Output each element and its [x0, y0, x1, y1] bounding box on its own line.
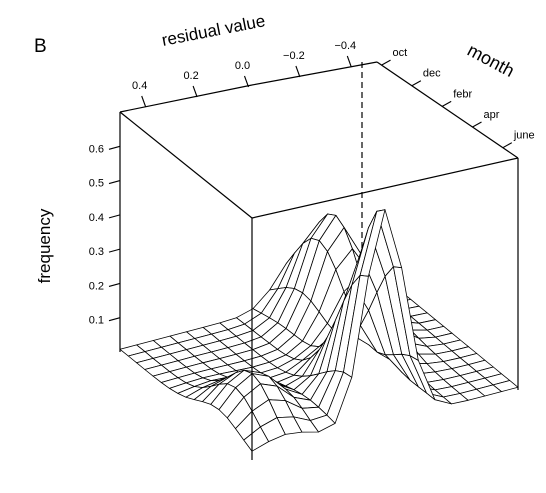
surface-mesh: [119, 209, 519, 452]
month-tick-mark: [502, 142, 513, 149]
box-back-edges: [119, 61, 519, 390]
month-tick-label: dec: [423, 68, 441, 80]
x-tick-mark: [295, 65, 301, 78]
z-axis-ticks: 0.1 0.2 0.3 0.4 0.5 0.6: [89, 143, 121, 327]
z-tick-label: 0.5: [89, 178, 104, 190]
z-tick-label: 0.3: [89, 246, 104, 258]
x-tick-label: 0.0: [235, 60, 250, 72]
z-tick-label: 0.4: [89, 212, 104, 224]
month-tick-mark: [411, 80, 422, 87]
z-tick-mark: [108, 248, 121, 253]
x-tick-label: 0.4: [132, 80, 147, 92]
month-tick-mark: [441, 100, 452, 107]
month-tick-label: apr: [484, 109, 500, 121]
z-tick-mark: [108, 145, 121, 150]
z-tick-mark: [108, 214, 121, 219]
x-axis-ticks: 0.4 0.2 0.0 −0.2 −0.4: [132, 40, 356, 108]
surface-facet: [243, 426, 270, 452]
month-tick-label: oct: [393, 47, 408, 59]
z-axis-label: frequency: [35, 208, 54, 283]
month-tick-mark: [381, 59, 391, 66]
x-tick-mark: [141, 95, 147, 108]
x-axis-label: residual value: [160, 11, 267, 50]
month-axis-label: month: [464, 40, 518, 81]
z-tick-mark: [108, 317, 121, 322]
z-tick-label: 0.6: [89, 143, 104, 155]
z-tick-label: 0.1: [89, 315, 104, 327]
z-tick-mark: [108, 180, 121, 185]
month-tick-label: febr: [453, 88, 472, 100]
x-tick-mark: [192, 85, 198, 98]
z-tick-mark: [108, 282, 121, 287]
x-tick-mark: [346, 55, 352, 68]
z-tick-label: 0.2: [89, 280, 104, 292]
x-tick-mark: [243, 75, 250, 88]
month-tick-label: june: [513, 130, 535, 142]
x-tick-label: −0.2: [283, 50, 305, 62]
x-tick-label: −0.4: [334, 40, 356, 52]
month-tick-mark: [472, 121, 482, 128]
x-tick-label: 0.2: [183, 70, 198, 82]
panel-label: B: [34, 36, 47, 57]
